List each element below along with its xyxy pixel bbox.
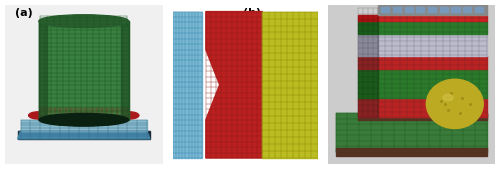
Ellipse shape [118,112,131,117]
Polygon shape [206,12,262,158]
Polygon shape [336,113,486,152]
Bar [378,98,486,117]
Polygon shape [18,131,150,139]
Text: (a): (a) [15,8,33,18]
Ellipse shape [28,112,48,119]
Bar [378,56,486,69]
Ellipse shape [39,113,128,126]
Bar [416,7,426,13]
Bar [39,21,128,120]
Polygon shape [21,120,147,131]
Polygon shape [39,21,46,120]
Bar [172,12,202,158]
Ellipse shape [426,79,484,129]
Polygon shape [121,21,128,120]
Bar [358,98,378,117]
Bar [358,56,378,69]
Bar [393,7,402,13]
Bar [378,15,486,21]
Bar [440,7,449,13]
Polygon shape [40,107,128,120]
Bar [378,69,486,98]
Bar [381,7,390,13]
Bar [262,12,318,158]
Polygon shape [18,131,150,139]
Bar [358,69,378,98]
Bar [378,5,486,15]
Bar [404,7,414,13]
Ellipse shape [39,15,128,28]
Ellipse shape [443,94,453,101]
Polygon shape [336,148,486,156]
Bar [358,21,378,34]
Bar [358,34,378,56]
Ellipse shape [36,112,49,117]
Text: (b): (b) [243,8,262,18]
Ellipse shape [120,112,139,119]
Bar [475,7,484,13]
Bar [378,34,486,56]
Bar [378,21,486,34]
Text: (c): (c) [453,8,470,18]
Bar [358,113,486,120]
Bar [428,7,437,13]
Bar [358,15,378,21]
Bar [452,7,460,13]
Bar [463,7,472,13]
